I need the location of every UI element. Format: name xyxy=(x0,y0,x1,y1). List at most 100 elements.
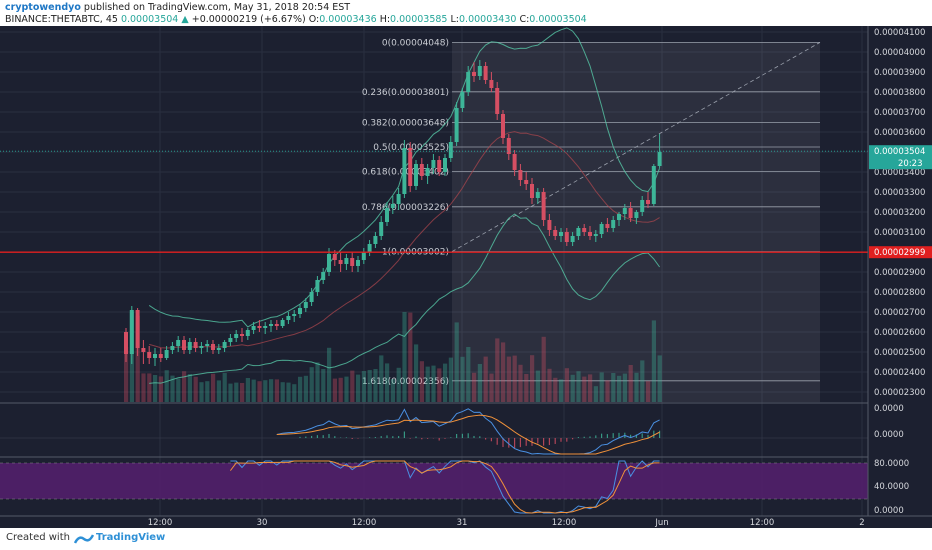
candle-body-45 xyxy=(385,208,389,222)
candle-body-46 xyxy=(390,204,395,208)
support-line xyxy=(0,150,868,253)
support-price-tag xyxy=(869,246,932,259)
candle-body-32 xyxy=(309,292,314,302)
time-tick-0: 12:00 xyxy=(148,518,173,528)
volume-bar-65 xyxy=(501,342,506,402)
volume-bar-61 xyxy=(477,364,482,402)
volume-bar-25 xyxy=(269,379,274,402)
candle-body-86 xyxy=(622,208,627,214)
volume-bar-36 xyxy=(332,378,337,402)
candle-body-12 xyxy=(193,342,198,348)
candle-body-40 xyxy=(356,260,360,266)
volume-bar-32 xyxy=(309,367,314,402)
symbol-line: BINANCE:THETABTC, 45 0.00003504 ▲ +0.000… xyxy=(5,14,587,25)
volume-bar-30 xyxy=(298,376,303,402)
volume-bar-24 xyxy=(263,380,268,402)
volume-bar-77 xyxy=(570,374,575,402)
volume-bar-81 xyxy=(593,386,598,402)
volume-bar-37 xyxy=(338,377,343,402)
price-chart[interactable]: 0(0.00004048) 0.236(0.00003801) 0.382(0.00… xyxy=(0,26,932,528)
volume-bar-47 xyxy=(396,367,401,402)
macd-tick-top: 0.0000 xyxy=(874,404,904,414)
candle-body-77 xyxy=(570,236,575,242)
price-axis-bg xyxy=(868,26,932,528)
time-tick-4: 12:00 xyxy=(552,518,577,528)
volume-bar-57 xyxy=(454,322,459,402)
volume-bar-15 xyxy=(211,373,216,402)
volume-bar-73 xyxy=(547,368,552,402)
volume-bar-18 xyxy=(228,383,233,402)
price-tick-10: 0.00003100 xyxy=(874,228,925,238)
volume-bar-35 xyxy=(327,347,332,402)
time-tick-1: 30 xyxy=(257,518,268,528)
price-tick-8: 0.00003300 xyxy=(874,188,925,198)
volume-bar-80 xyxy=(588,374,593,402)
candle-body-4 xyxy=(147,352,152,358)
candle-body-24 xyxy=(263,326,268,328)
volume-bar-62 xyxy=(483,356,488,402)
candle-body-85 xyxy=(617,214,621,220)
candle-body-2 xyxy=(135,310,140,348)
candle-body-69 xyxy=(524,180,529,184)
candle-body-92 xyxy=(657,152,662,166)
rsi-band xyxy=(0,463,868,499)
high-label: H: xyxy=(379,14,391,25)
candle-body-80 xyxy=(588,232,592,236)
candle-body-76 xyxy=(564,232,569,242)
time-tick-3: 31 xyxy=(457,518,468,528)
volume-bar-84 xyxy=(611,373,616,402)
candle-body-16 xyxy=(216,348,221,350)
volume-bar-51 xyxy=(419,361,424,402)
volume-bar-8 xyxy=(170,375,175,402)
fib-label-1: 0.236(0.00003801) xyxy=(362,88,449,98)
candle-body-53 xyxy=(431,160,436,168)
price-tick-4: 0.00003700 xyxy=(874,108,925,118)
current-price-tag xyxy=(869,145,932,170)
footer: Created with TradingView xyxy=(0,528,932,550)
price-tick-16: 0.00002500 xyxy=(874,348,925,358)
volume-bar-85 xyxy=(617,375,622,402)
candle-body-61 xyxy=(477,66,482,76)
tradingview-logo-icon xyxy=(74,534,94,544)
volume-bar-21 xyxy=(245,378,250,402)
candle-body-31 xyxy=(303,302,308,308)
candle-body-79 xyxy=(582,228,587,232)
candle-body-50 xyxy=(414,164,418,186)
candle-body-36 xyxy=(332,254,337,260)
candle-body-10 xyxy=(182,340,186,350)
volume-bar-69 xyxy=(524,374,529,402)
volume-bar-68 xyxy=(518,364,523,402)
time-tick-2: 12:00 xyxy=(352,518,377,528)
tradingview-brand[interactable]: TradingView xyxy=(96,532,166,543)
candle-body-91 xyxy=(651,166,656,204)
price-tick-9: 0.00003200 xyxy=(874,208,925,218)
volume-bar-75 xyxy=(559,379,564,402)
volume-bar-20 xyxy=(240,383,245,402)
volume-bar-5 xyxy=(153,375,158,402)
candle-body-71 xyxy=(535,192,540,198)
volume-bar-16 xyxy=(216,380,221,402)
volume-bar-74 xyxy=(553,377,558,402)
candle-body-18 xyxy=(228,338,233,342)
volume-bar-83 xyxy=(605,380,610,402)
volume-bar-59 xyxy=(466,347,471,402)
chart-header: cryptowendyo published on TradingView.co… xyxy=(0,0,932,26)
symbol-label[interactable]: BINANCE:THETABTC, 45 xyxy=(5,14,118,25)
volume-bar-4 xyxy=(147,373,152,402)
publish-line: cryptowendyo published on TradingView.co… xyxy=(5,2,350,13)
candle-body-23 xyxy=(257,326,262,328)
candle-body-42 xyxy=(367,244,372,252)
candle-body-63 xyxy=(489,80,494,88)
volume-bar-88 xyxy=(634,372,639,402)
candle-body-5 xyxy=(153,354,157,358)
volume-bar-44 xyxy=(379,355,384,402)
candle-body-28 xyxy=(286,316,291,320)
volume-bar-46 xyxy=(390,379,395,402)
candle-body-15 xyxy=(211,344,215,350)
candle-body-39 xyxy=(350,258,355,266)
open-value: 0.00003436 xyxy=(319,14,377,25)
volume-bar-87 xyxy=(628,365,633,402)
candle-body-26 xyxy=(274,324,279,326)
candle-body-29 xyxy=(292,314,297,316)
author-link[interactable]: cryptowendyo xyxy=(5,2,81,13)
